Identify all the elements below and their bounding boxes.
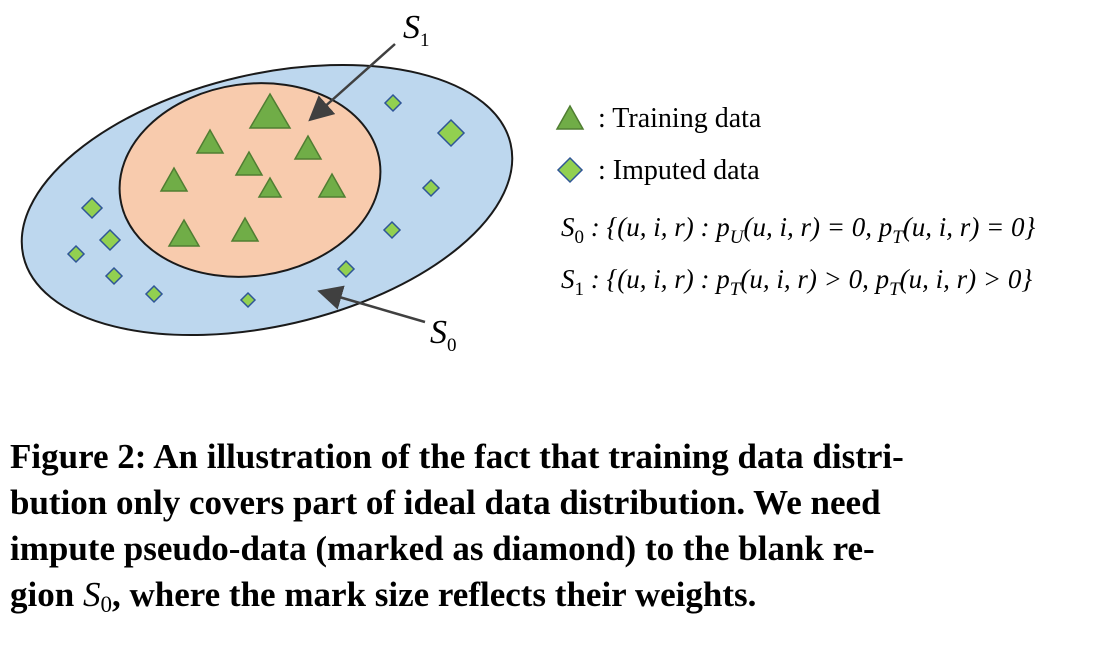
caption-text: , where the mark size reflects their wei… [112,575,756,614]
legend-triangle [555,104,585,130]
label-base: S [403,9,420,46]
caption-line: gion S0, where the mark size reflects th… [10,575,756,617]
math-sub: U [730,227,745,248]
arrow-s0 [317,285,426,324]
legend-diamond [556,156,584,184]
label-sub: 0 [447,335,457,356]
math-sub: T [730,279,742,300]
math: : {(u, i, r) : p [584,264,730,294]
arrow-s1 [308,43,396,122]
caption-text: gion [10,575,83,614]
caption-line: Figure 2: An illustration of the fact th… [10,437,904,476]
math: S [561,264,575,294]
math: (u, i, r) = 0, p [744,212,893,242]
math-sub: 1 [575,279,585,300]
caption-line: bution only covers part of ideal data di… [10,483,881,522]
caption-line: impute pseudo-data (marked as diamond) t… [10,529,875,568]
math: (u, i, r) > 0} [900,264,1033,294]
label-s0: S0 [430,314,457,356]
legend-text: : Training data [598,103,762,134]
math: : {(u, i, r) : p [584,212,730,242]
definition: S1 : {(u, i, r) : pT(u, i, r) > 0, pT(u,… [561,264,1032,300]
label-sub: 1 [420,30,430,51]
caption-math-sub: 0 [100,592,112,617]
training-markers [159,92,347,247]
math: S [561,212,575,242]
imputed-markers [66,93,466,309]
label-s1: S1 [403,9,430,51]
label-base: S [430,314,447,351]
caption-math: S [83,575,101,614]
legend-text: : Imputed data [598,155,760,186]
math-sub: 0 [575,227,585,248]
math-sub: T [889,279,901,300]
math-sub: T [892,227,904,248]
math: (u, i, r) > 0, p [740,264,889,294]
math: (u, i, r) = 0} [903,212,1036,242]
definition: S0 : {(u, i, r) : pU(u, i, r) = 0, pT(u,… [561,212,1036,248]
